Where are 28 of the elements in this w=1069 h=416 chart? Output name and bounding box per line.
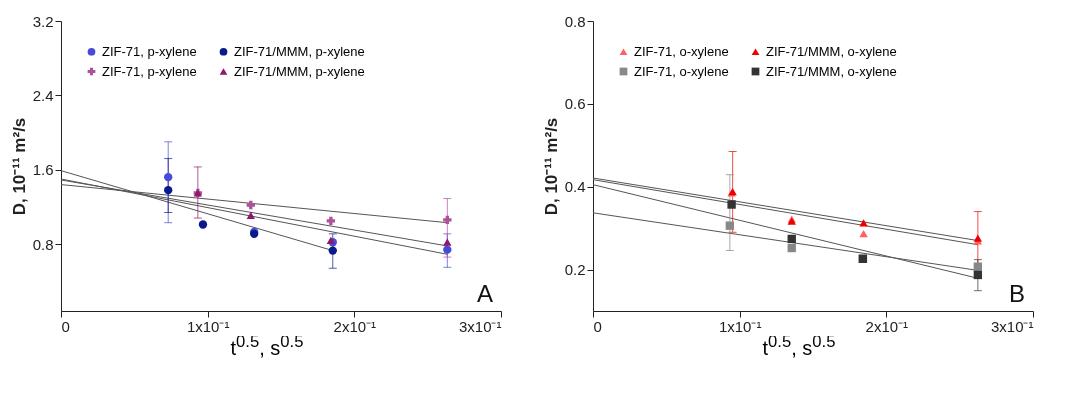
legend-label: ZIF-71/MMM, p-xylene [234, 63, 365, 79]
x-tick-label: 2x10⁻¹ [865, 317, 909, 335]
legend-label: ZIF-71/MMM, o-xylene [766, 43, 897, 59]
y-tick-label: 3.2 [32, 12, 54, 30]
x-tick-label: 0 [593, 317, 602, 335]
x-tick-label: 2x10⁻¹ [333, 317, 377, 335]
legend-label: ZIF-71, p-xylene [102, 63, 197, 79]
y-tick-label: 0.8 [564, 12, 586, 30]
x-tick-label: 1x10⁻¹ [718, 317, 762, 335]
legend-label: ZIF-71, o-xylene [634, 63, 729, 79]
legend-label: ZIF-71, o-xylene [634, 43, 729, 59]
x-tick-label: 1x10⁻¹ [186, 317, 230, 335]
legend-label: ZIF-71/MMM, p-xylene [234, 43, 365, 59]
x-tick-label: 3x10⁻¹ [990, 317, 1034, 335]
y-tick-label: 1.6 [32, 161, 54, 179]
y-tick-label: 0.2 [564, 261, 586, 279]
legend-label: ZIF-71, p-xylene [102, 43, 197, 59]
y-tick-label: 0.6 [564, 95, 586, 113]
x-tick-label: 0 [61, 317, 70, 335]
x-tick-label: 3x10⁻¹ [458, 317, 502, 335]
y-tick-label: 0.8 [32, 235, 54, 253]
y-tick-label: 2.4 [32, 86, 54, 104]
y-axis-title: D, 10⁻¹¹ m²/s [9, 117, 29, 216]
y-axis-title: D, 10⁻¹¹ m²/s [541, 117, 561, 216]
annotation: B [1008, 280, 1025, 307]
annotation: A [476, 280, 493, 307]
y-tick-label: 0.4 [564, 178, 586, 196]
legend-label: ZIF-71/MMM, o-xylene [766, 63, 897, 79]
